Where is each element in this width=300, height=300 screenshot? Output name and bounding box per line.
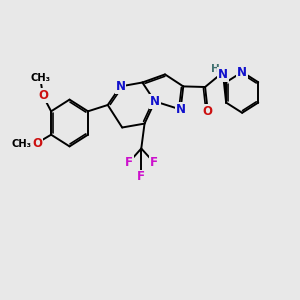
Text: O: O <box>38 89 48 102</box>
Text: CH₃: CH₃ <box>11 139 32 149</box>
Text: F: F <box>137 170 145 184</box>
Text: CH₃: CH₃ <box>31 73 51 83</box>
Text: N: N <box>218 68 228 81</box>
Text: O: O <box>203 105 213 118</box>
Text: O: O <box>38 89 48 102</box>
Text: F: F <box>150 156 158 169</box>
Text: CH₃: CH₃ <box>31 73 51 83</box>
Text: F: F <box>125 156 133 169</box>
Text: N: N <box>237 65 247 79</box>
Text: F: F <box>125 156 133 169</box>
Text: H: H <box>211 64 220 74</box>
Text: O: O <box>32 136 42 150</box>
Text: N: N <box>116 80 125 93</box>
Text: N: N <box>176 103 185 116</box>
Text: N: N <box>218 68 228 81</box>
Text: N: N <box>116 80 125 93</box>
Text: N: N <box>150 95 160 108</box>
Text: O: O <box>203 105 213 118</box>
Text: F: F <box>150 156 158 169</box>
Text: CH₃: CH₃ <box>11 139 32 149</box>
Text: H: H <box>211 64 220 74</box>
Text: N: N <box>176 103 185 116</box>
Text: N: N <box>237 65 247 79</box>
Text: O: O <box>32 136 42 150</box>
Text: N: N <box>150 95 160 108</box>
Text: F: F <box>137 170 145 184</box>
